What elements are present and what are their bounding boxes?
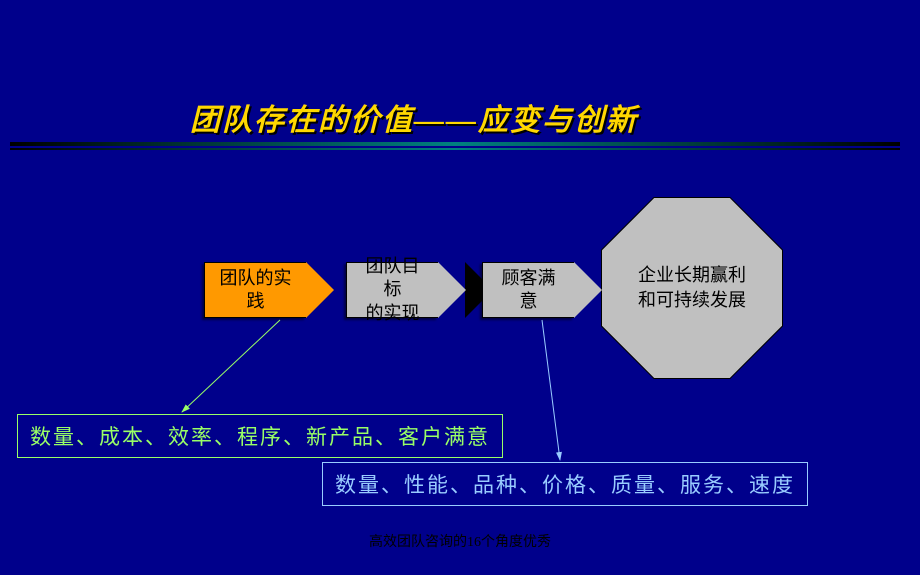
flow-box-goal: 团队目标 的实现 bbox=[346, 262, 466, 318]
flow-octagon: 企业长期赢利 和可持续发展 bbox=[602, 198, 782, 378]
flow-box-practice: 团队的实践 bbox=[204, 262, 334, 318]
flow-box-label: 团队目标 的实现 bbox=[357, 255, 428, 325]
flow-diagram: 团队的实践 团队目标 的实现 顾客满意 企业长期赢利 和可持续发展 数量、成本、… bbox=[0, 0, 920, 575]
arrow-to-detail1 bbox=[182, 320, 280, 412]
flow-box-label: 团队的实践 bbox=[215, 267, 296, 314]
detail-box-satisfaction: 数量、性能、品种、价格、质量、服务、速度 bbox=[322, 462, 808, 506]
slide-footer: 高效团队咨询的16个角度优秀 bbox=[0, 531, 920, 551]
arrow-to-detail2 bbox=[542, 320, 560, 460]
octagon-label: 企业长期赢利 和可持续发展 bbox=[638, 263, 746, 313]
flow-box-label: 顾客满意 bbox=[493, 267, 564, 314]
detail-box-practice: 数量、成本、效率、程序、新产品、客户满意 bbox=[17, 414, 503, 458]
flow-box-satisfaction: 顾客满意 bbox=[482, 262, 602, 318]
slide-title: 团队存在的价值——应变与创新 bbox=[190, 95, 638, 139]
